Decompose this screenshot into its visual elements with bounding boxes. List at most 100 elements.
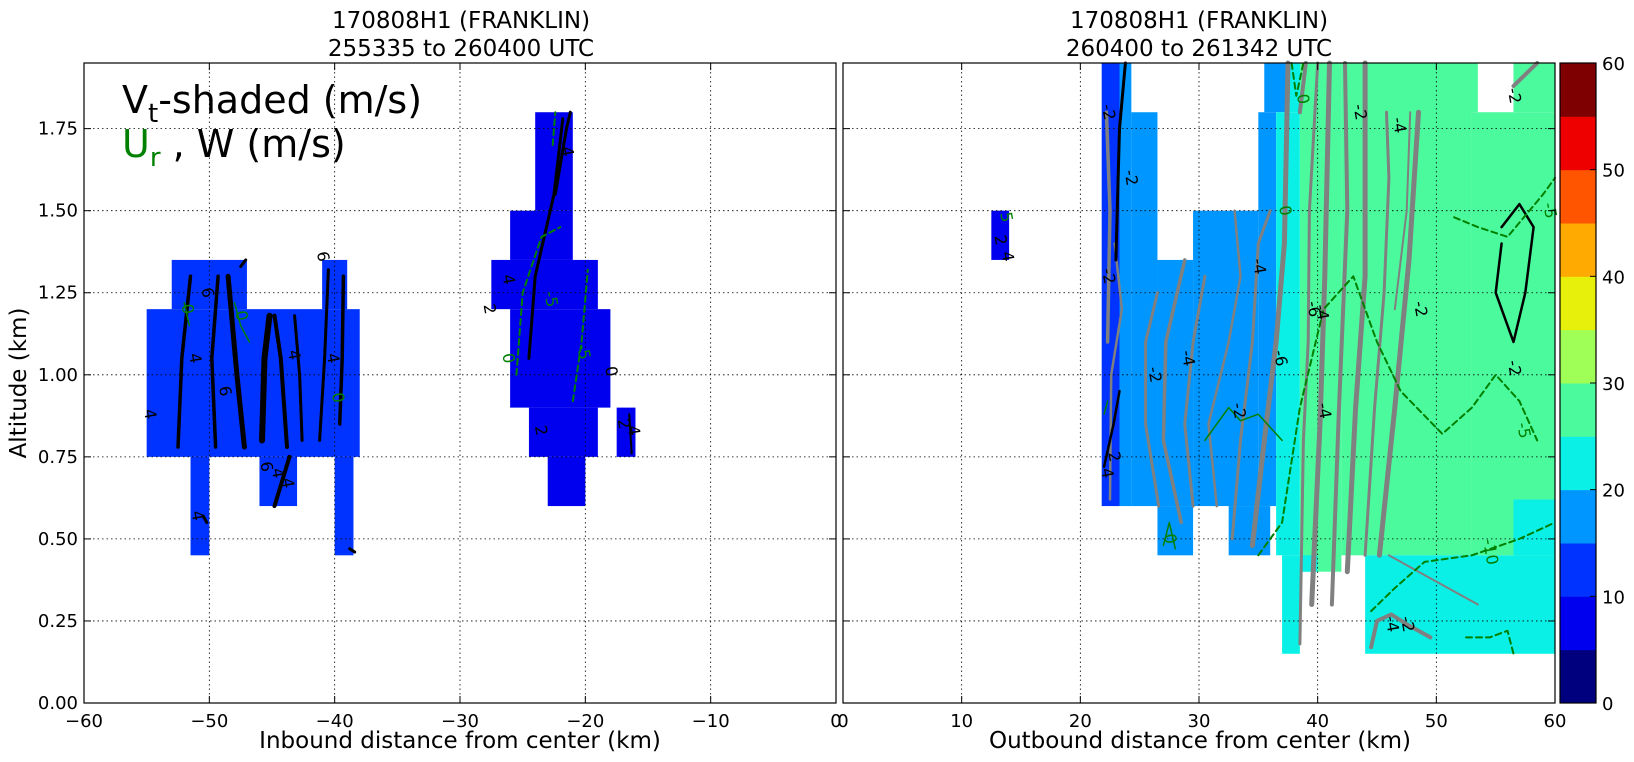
contour-line bbox=[318, 268, 330, 442]
annotation-vt-rest: -shaded (m/s) bbox=[158, 78, 422, 122]
contour-labels: 245-2-2-224-4-2-2-400-6-6-4-4-2-4-20 -2-5… bbox=[990, 86, 1560, 633]
x-tick-label: 30 bbox=[1188, 711, 1211, 732]
axis-ticks: 0 10 20 30 40 50 60 bbox=[837, 63, 1566, 732]
x-axis-label: Outbound distance from center (km) bbox=[989, 728, 1411, 754]
contour-label: -4 bbox=[1311, 303, 1332, 322]
contour-label: -6 bbox=[1270, 349, 1291, 368]
contour-line bbox=[1344, 60, 1368, 575]
x-tick-label: 0 bbox=[830, 711, 841, 732]
colorbar-band bbox=[1560, 329, 1596, 384]
contour-line bbox=[1465, 629, 1515, 655]
contour-line bbox=[571, 268, 589, 403]
contour-line bbox=[1161, 258, 1187, 525]
shaded-cell bbox=[1513, 63, 1555, 113]
grid bbox=[843, 63, 1555, 703]
x-tick-label: 0 bbox=[837, 711, 848, 732]
colorbar-band bbox=[1560, 489, 1596, 544]
contour-label: -2 bbox=[1144, 365, 1165, 384]
colorbar-band bbox=[1560, 63, 1596, 117]
contour-label: 6 bbox=[256, 460, 276, 473]
panel-outbound: 170808H1 (FRANKLIN) 260400 to 261342 UTC… bbox=[837, 8, 1566, 754]
contour-line bbox=[1144, 291, 1161, 508]
shaded-cell bbox=[1282, 555, 1300, 654]
colorbar-band bbox=[1560, 169, 1596, 224]
contour-line bbox=[1376, 109, 1421, 558]
colorbar-band bbox=[1560, 596, 1596, 651]
contour-label: 2 bbox=[531, 424, 551, 437]
contour-line bbox=[348, 547, 357, 554]
x-axis-label: Inbound distance from center (km) bbox=[259, 728, 661, 754]
annotation-ur-w: Ur , W (m/s) bbox=[122, 122, 346, 173]
colorbar-tick-label: 40 bbox=[1602, 267, 1625, 288]
contour-line bbox=[272, 454, 292, 509]
contour-line bbox=[1249, 60, 1291, 548]
contour-line bbox=[551, 111, 557, 147]
colorbar-tick-label: 20 bbox=[1602, 481, 1625, 502]
x-tick-label: −50 bbox=[190, 711, 228, 732]
contour-label: -4 bbox=[1249, 257, 1270, 276]
contour-label: 4 bbox=[998, 250, 1018, 263]
contour-label: 0 bbox=[231, 309, 251, 322]
contour-label: -6 bbox=[1303, 299, 1324, 318]
contour-label: 0 bbox=[1293, 92, 1313, 105]
contour-label: -2 bbox=[1120, 168, 1141, 187]
contour-label: 4 bbox=[140, 407, 160, 420]
contour-line bbox=[1204, 406, 1283, 442]
colorbar-band bbox=[1560, 276, 1596, 331]
y-tick-label: 1.75 bbox=[38, 119, 78, 140]
contour-line bbox=[176, 274, 193, 449]
contour-line bbox=[272, 313, 289, 449]
colorbar-ticks: 0 10 20 30 40 50 60 bbox=[1590, 54, 1625, 715]
contour-label: -2 bbox=[1504, 359, 1525, 378]
contour-label: -2 bbox=[1228, 401, 1249, 420]
contour-label: 0 bbox=[328, 391, 348, 404]
colorbar-tick-label: 60 bbox=[1602, 54, 1625, 75]
shaded-cell bbox=[510, 309, 611, 408]
contour-line bbox=[1369, 612, 1433, 650]
contour-label: 4 bbox=[278, 476, 298, 489]
panel-inbound-subtitle: 255335 to 260400 UTC bbox=[328, 36, 594, 62]
contour-label: 2 bbox=[1104, 450, 1124, 463]
colorbar-band bbox=[1560, 223, 1596, 277]
colorbar-band bbox=[1560, 649, 1596, 704]
contour-line bbox=[293, 314, 304, 442]
annotation-vt-sub: t bbox=[148, 99, 158, 129]
contour-lines bbox=[1102, 60, 1556, 655]
contour-line bbox=[1329, 61, 1350, 607]
contour-label: 6 bbox=[313, 250, 333, 263]
x-tick-label: 20 bbox=[1069, 711, 1092, 732]
contour-line bbox=[259, 312, 273, 444]
contour-label: 4 bbox=[188, 509, 208, 522]
contour-label: 4 bbox=[323, 352, 343, 365]
contour-label: -2 bbox=[1098, 103, 1119, 122]
contour-label: 6 bbox=[198, 286, 218, 299]
contour-label: -2 bbox=[1504, 86, 1525, 105]
shaded-cell bbox=[491, 259, 598, 310]
shaded-cell bbox=[528, 407, 598, 457]
x-tick-label: −40 bbox=[316, 711, 354, 732]
colorbar: 0 10 20 30 40 50 60 bbox=[1559, 54, 1625, 715]
annotation-ur-main: U bbox=[122, 122, 150, 166]
colorbar-tick-label: 50 bbox=[1602, 161, 1625, 182]
shaded-cell bbox=[547, 456, 586, 507]
x-tick-label: 60 bbox=[1544, 711, 1567, 732]
shaded-cell bbox=[1119, 63, 1132, 507]
contour-label: -5 bbox=[1513, 421, 1534, 440]
contour-line bbox=[1387, 554, 1479, 606]
contour-line bbox=[1103, 400, 1109, 415]
contour-line bbox=[1230, 209, 1272, 541]
shaded-cell bbox=[1513, 499, 1555, 556]
x-tick-label: −20 bbox=[566, 711, 604, 732]
contour-line bbox=[239, 258, 248, 268]
shaded-cell bbox=[1471, 112, 1555, 556]
contour-lines bbox=[176, 110, 633, 554]
colorbar-band bbox=[1560, 383, 1596, 437]
panel-inbound-title: 170808H1 (FRANKLIN) bbox=[332, 8, 590, 34]
contour-line bbox=[225, 273, 247, 450]
y-axis-label: Altitude (km) bbox=[6, 308, 32, 459]
contour-line bbox=[210, 274, 220, 449]
contour-label: 4 bbox=[185, 352, 205, 365]
annotation-vt-shaded: Vt-shaded (m/s) bbox=[122, 78, 422, 129]
contour-line bbox=[1393, 111, 1412, 311]
contour-label: -2 bbox=[1410, 299, 1431, 318]
